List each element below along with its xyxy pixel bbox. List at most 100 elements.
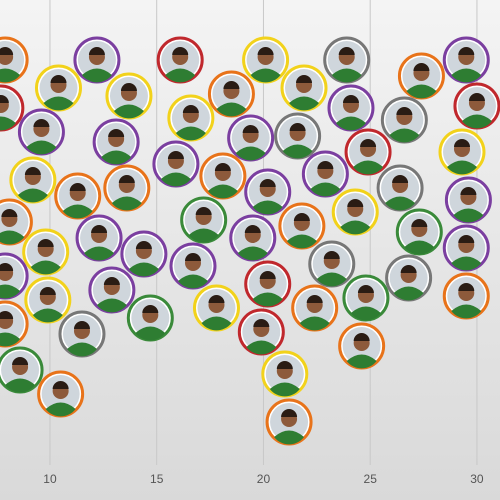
player-bubble (156, 36, 204, 84)
shirt (165, 68, 196, 83)
player-bubble (120, 230, 168, 278)
hair (338, 47, 355, 55)
hair (458, 47, 475, 55)
player-bubble (0, 198, 33, 246)
shirt (385, 196, 416, 211)
hair (142, 305, 159, 313)
player-bubble (103, 164, 151, 212)
player-bubble (301, 150, 349, 198)
player-bubble (0, 36, 29, 84)
shirt (446, 160, 477, 175)
shirt (282, 144, 313, 159)
shirt (389, 128, 420, 143)
player-bubble (192, 284, 240, 332)
hair (317, 161, 334, 169)
player-bubble (167, 94, 215, 142)
shirt (289, 96, 320, 111)
shirt (235, 146, 266, 161)
shirt (451, 68, 482, 83)
shirt (128, 262, 159, 277)
player-bubble (395, 208, 443, 256)
hair (468, 93, 485, 101)
shirt (286, 234, 317, 249)
hair (52, 381, 69, 389)
shirt (43, 96, 74, 111)
shirt (310, 182, 341, 197)
player-bubble (444, 176, 492, 224)
hair (172, 47, 189, 55)
shirt (340, 220, 371, 235)
hair (208, 295, 225, 303)
hair (281, 409, 298, 417)
player-bubble (22, 228, 70, 276)
player-bubble (207, 70, 255, 118)
player-bubble (344, 128, 392, 176)
hair (293, 213, 310, 221)
hair (73, 321, 90, 329)
hair (253, 319, 270, 327)
player-bubble (261, 350, 309, 398)
hair (0, 95, 9, 103)
shirt (66, 342, 97, 357)
hair (259, 179, 276, 187)
player-bubble (58, 310, 106, 358)
shirt (331, 68, 362, 83)
hair (223, 81, 240, 89)
player-bubble (338, 322, 386, 370)
shirt (451, 304, 482, 319)
player-bubble (0, 300, 29, 348)
shirt (316, 272, 347, 287)
hair (118, 175, 135, 183)
x-tick-label: 10 (43, 472, 57, 486)
hair (1, 209, 18, 217)
shirt (96, 298, 127, 313)
shirt (0, 116, 16, 131)
player-bubble (442, 36, 490, 84)
player-bubble (237, 308, 285, 356)
hair (259, 271, 276, 279)
player-bubble (88, 266, 136, 314)
shirt (246, 340, 277, 355)
hair (411, 219, 428, 227)
hair (33, 119, 50, 127)
hair (360, 139, 377, 147)
hair (396, 107, 413, 115)
player-bubble (291, 284, 339, 332)
shirt (0, 332, 21, 347)
shirt (175, 126, 206, 141)
shirt (404, 240, 435, 255)
shirt (353, 160, 384, 175)
player-bubble (323, 36, 371, 84)
player-bubble (54, 172, 102, 220)
shirt (350, 306, 381, 321)
hair (167, 151, 184, 159)
hair (460, 187, 477, 195)
player-bubble (453, 82, 500, 130)
player-bubble (199, 152, 247, 200)
player-bubble (169, 242, 217, 290)
player-bubble (152, 140, 200, 188)
hair (103, 277, 120, 285)
hair (400, 265, 417, 273)
hair (276, 361, 293, 369)
shirt (188, 228, 219, 243)
hair (120, 83, 137, 91)
hair (458, 235, 475, 243)
shirt (84, 246, 115, 261)
player-bubble (105, 72, 153, 120)
hair (289, 123, 306, 131)
shirt (237, 246, 268, 261)
shirt (335, 116, 366, 131)
player-bubble (380, 96, 428, 144)
player-bubble (442, 224, 490, 272)
hair (296, 75, 313, 83)
hair (353, 333, 370, 341)
shirt (5, 378, 36, 393)
shirt (32, 308, 63, 323)
player-bubble (265, 398, 313, 446)
hair (214, 163, 231, 171)
shirt (451, 256, 482, 271)
player-bubble (278, 202, 326, 250)
player-bubble (0, 84, 25, 132)
